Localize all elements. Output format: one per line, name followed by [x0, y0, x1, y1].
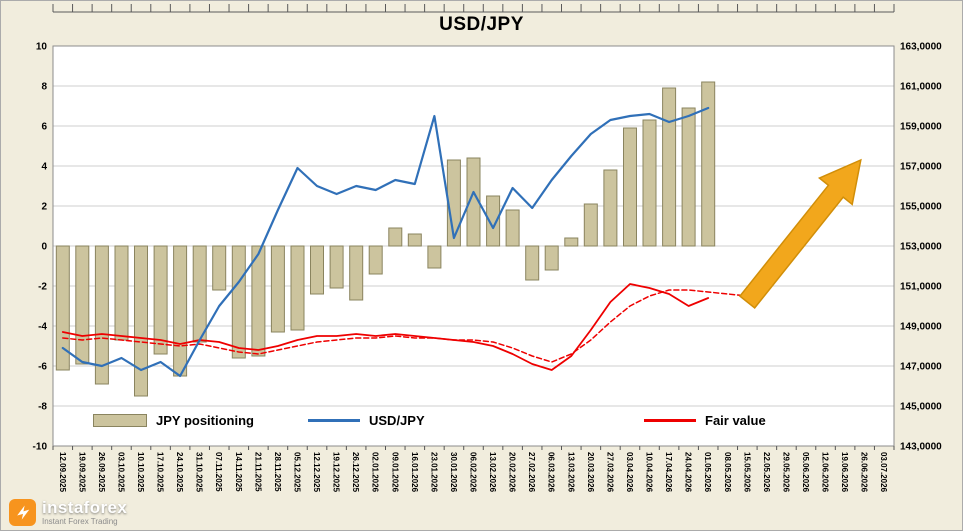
svg-text:145,0000: 145,0000 [900, 402, 942, 413]
svg-text:-4: -4 [38, 322, 47, 333]
fair-value-line-swatch [644, 418, 696, 422]
svg-text:05.06.2026: 05.06.2026 [801, 452, 810, 493]
svg-text:29.05.2026: 29.05.2026 [781, 452, 790, 493]
svg-text:26.06.2026: 26.06.2026 [860, 452, 869, 493]
svg-text:27.03.2026: 27.03.2026 [605, 452, 614, 493]
svg-text:20.03.2026: 20.03.2026 [586, 452, 595, 493]
legend: JPY positioning USD/JPY Fair value [1, 409, 962, 433]
jpy-positioning-swatch [93, 413, 147, 427]
svg-text:31.10.2025: 31.10.2025 [195, 452, 204, 493]
svg-text:26.09.2025: 26.09.2025 [97, 452, 106, 493]
svg-text:20.02.2026: 20.02.2026 [508, 452, 517, 493]
svg-text:15.05.2026: 15.05.2026 [742, 452, 751, 493]
usdjpy-line-swatch [308, 418, 360, 422]
fair-value-line [61, 283, 710, 371]
svg-text:8: 8 [41, 82, 47, 93]
instaforex-logo-text: instaforex Instant Forex Trading [42, 499, 127, 526]
svg-text:30.01.2026: 30.01.2026 [449, 452, 458, 493]
svg-text:6: 6 [41, 122, 47, 133]
svg-text:163,0000: 163,0000 [900, 42, 942, 53]
instaforex-brand-text: instaforex [42, 498, 128, 517]
svg-text:-8: -8 [38, 402, 47, 413]
fair-value-forecast-line [62, 289, 749, 363]
instaforex-tagline: Instant Forex Trading [42, 517, 118, 526]
svg-text:17.10.2025: 17.10.2025 [156, 452, 165, 493]
instaforex-glyph [16, 505, 29, 520]
svg-text:03.10.2025: 03.10.2025 [117, 452, 126, 493]
top-axis-ticks [52, 4, 895, 13]
svg-text:05.12.2025: 05.12.2025 [293, 452, 302, 493]
instaforex-logo: instaforex Instant Forex Trading [9, 499, 127, 526]
svg-text:03.07.2026: 03.07.2026 [879, 452, 888, 493]
svg-text:10.10.2025: 10.10.2025 [136, 452, 145, 493]
svg-text:13.02.2026: 13.02.2026 [488, 452, 497, 493]
svg-text:159,0000: 159,0000 [900, 122, 942, 133]
svg-text:09.01.2026: 09.01.2026 [390, 452, 399, 493]
legend-label-usdjpy: USD/JPY [369, 412, 425, 428]
legend-item-usdjpy: USD/JPY [308, 409, 425, 431]
svg-text:03.04.2026: 03.04.2026 [625, 452, 634, 493]
chart-title: USD/JPY [439, 14, 524, 35]
svg-text:149,0000: 149,0000 [900, 322, 942, 333]
right-axis-labels: 163,0000 161,0000 159,0000 157,0000 155,0000… [900, 42, 942, 453]
svg-text:0: 0 [41, 242, 47, 253]
svg-text:4: 4 [41, 162, 47, 173]
svg-text:06.02.2026: 06.02.2026 [469, 452, 478, 493]
left-axis-labels: 10 8 6 4 2 0 -2 -4 -6 -8 -10 [33, 42, 48, 453]
svg-text:28.11.2025: 28.11.2025 [273, 452, 282, 492]
svg-text:23.01.2026: 23.01.2026 [429, 452, 438, 493]
svg-text:151,0000: 151,0000 [900, 282, 942, 293]
bottom-axis-ticks [52, 446, 895, 450]
usdjpy-line [61, 106, 710, 378]
legend-item-fair-value: Fair value [644, 409, 766, 431]
svg-text:06.03.2026: 06.03.2026 [547, 452, 556, 493]
svg-text:157,0000: 157,0000 [900, 162, 942, 173]
svg-text:12.12.2025: 12.12.2025 [312, 452, 321, 493]
svg-text:10.04.2026: 10.04.2026 [645, 452, 654, 493]
svg-text:21.11.2025: 21.11.2025 [253, 452, 262, 492]
legend-label-jpy-positioning: JPY positioning [156, 412, 254, 428]
svg-text:22.05.2026: 22.05.2026 [762, 452, 771, 493]
svg-text:153,0000: 153,0000 [900, 242, 942, 253]
svg-text:17.04.2026: 17.04.2026 [664, 452, 673, 493]
svg-text:16.01.2026: 16.01.2026 [410, 452, 419, 493]
svg-text:02.01.2026: 02.01.2026 [371, 452, 380, 493]
svg-text:07.11.2025: 07.11.2025 [214, 452, 223, 492]
legend-item-jpy-positioning: JPY positioning [93, 409, 254, 431]
instaforex-logo-icon [9, 499, 36, 526]
svg-text:19.09.2025: 19.09.2025 [77, 452, 86, 493]
plot-border [52, 45, 895, 447]
svg-text:-2: -2 [38, 282, 47, 293]
svg-text:14.11.2025: 14.11.2025 [234, 452, 243, 492]
svg-text:19.12.2025: 19.12.2025 [332, 452, 341, 493]
svg-text:-6: -6 [38, 362, 47, 373]
svg-text:08.05.2026: 08.05.2026 [723, 452, 732, 493]
svg-text:24.04.2026: 24.04.2026 [684, 452, 693, 493]
svg-text:13.03.2026: 13.03.2026 [566, 452, 575, 493]
svg-text:19.06.2026: 19.06.2026 [840, 452, 849, 493]
svg-text:26.12.2025: 26.12.2025 [351, 452, 360, 493]
svg-text:12.09.2025: 12.09.2025 [58, 452, 67, 493]
svg-text:147,0000: 147,0000 [900, 362, 942, 373]
svg-text:10: 10 [36, 42, 48, 53]
svg-text:161,0000: 161,0000 [900, 82, 942, 93]
trend-arrow [738, 158, 862, 309]
svg-text:24.10.2025: 24.10.2025 [175, 452, 184, 493]
svg-text:12.06.2026: 12.06.2026 [821, 452, 830, 493]
bars-jpy-positioning [55, 81, 716, 397]
svg-text:155,0000: 155,0000 [900, 202, 942, 213]
svg-text:2: 2 [41, 202, 47, 213]
legend-label-fair-value: Fair value [705, 412, 766, 428]
svg-text:143,0000: 143,0000 [900, 442, 942, 453]
svg-text:27.02.2026: 27.02.2026 [527, 452, 536, 493]
svg-text:01.05.2026: 01.05.2026 [703, 452, 712, 493]
svg-text:-10: -10 [33, 442, 48, 453]
date-labels: 12.09.2025 19.09.2025 26.09.2025 03.10.2025… [58, 452, 888, 493]
